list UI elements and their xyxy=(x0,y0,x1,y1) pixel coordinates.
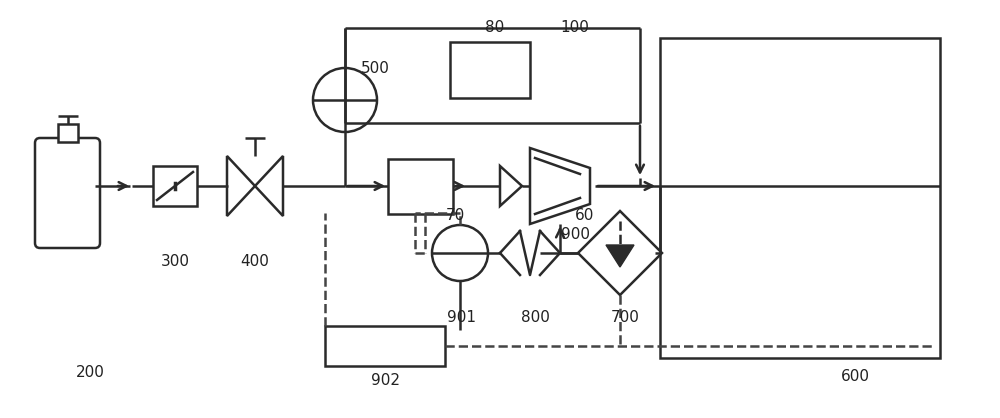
Text: 70: 70 xyxy=(445,208,465,223)
Text: 300: 300 xyxy=(160,254,190,269)
Bar xyxy=(388,158,452,214)
Polygon shape xyxy=(227,156,255,216)
Polygon shape xyxy=(578,211,662,295)
Text: 400: 400 xyxy=(241,254,269,269)
Text: 900: 900 xyxy=(562,227,590,242)
Polygon shape xyxy=(606,245,634,267)
Circle shape xyxy=(432,225,488,281)
Polygon shape xyxy=(255,156,283,216)
Text: 500: 500 xyxy=(361,61,389,76)
Text: 80: 80 xyxy=(485,20,505,35)
Text: 200: 200 xyxy=(76,364,104,380)
Bar xyxy=(58,124,78,142)
Text: 901: 901 xyxy=(448,310,477,325)
Bar xyxy=(450,42,530,98)
Text: 100: 100 xyxy=(561,20,589,35)
Bar xyxy=(660,38,940,358)
Polygon shape xyxy=(530,148,590,224)
Bar xyxy=(153,166,197,206)
Text: 902: 902 xyxy=(370,373,400,388)
Polygon shape xyxy=(500,166,522,206)
Bar xyxy=(325,326,445,366)
FancyBboxPatch shape xyxy=(35,138,100,248)
Text: 60: 60 xyxy=(575,208,595,223)
Text: 700: 700 xyxy=(611,310,639,325)
Text: 800: 800 xyxy=(521,310,549,325)
Text: 600: 600 xyxy=(840,369,870,384)
Circle shape xyxy=(313,68,377,132)
